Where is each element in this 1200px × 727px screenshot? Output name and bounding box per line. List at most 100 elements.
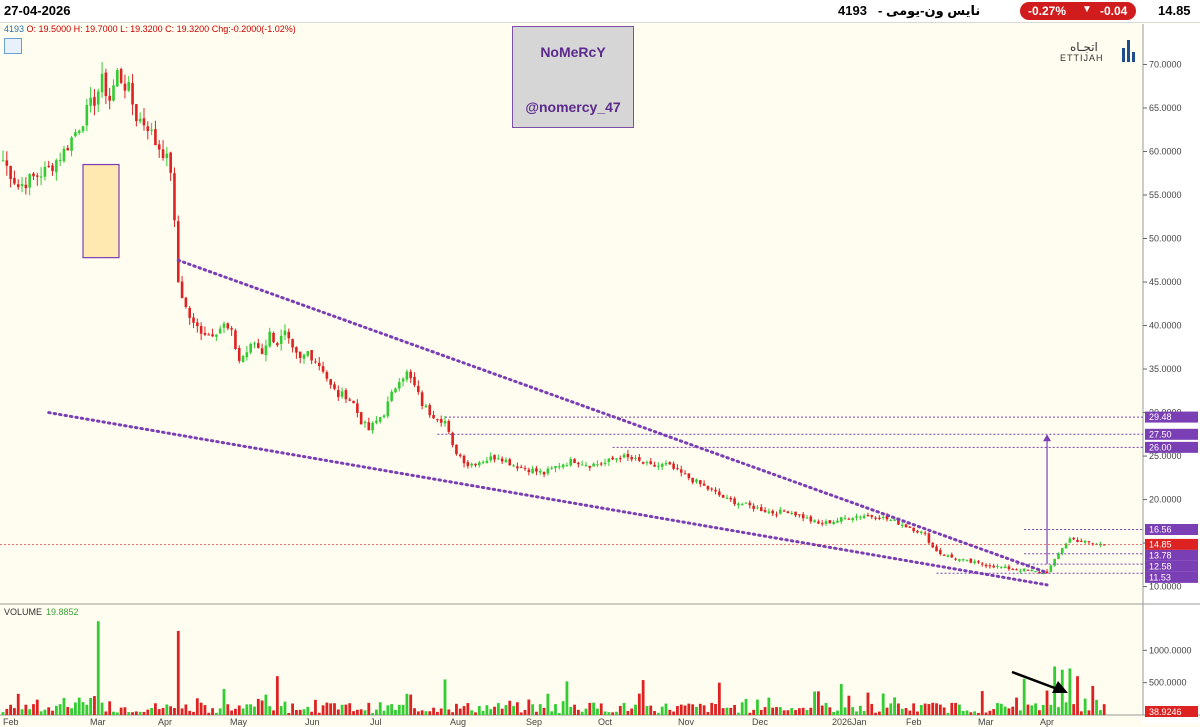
candle-body bbox=[249, 343, 252, 353]
candle-body bbox=[958, 559, 961, 561]
volume-bar bbox=[470, 710, 474, 715]
volume-title: VOLUME bbox=[4, 607, 43, 617]
volume-bar bbox=[729, 707, 733, 715]
volume-bar bbox=[946, 712, 950, 715]
candle-body bbox=[641, 462, 645, 464]
volume-bar bbox=[557, 713, 561, 715]
candle-body bbox=[116, 70, 119, 87]
candle-body bbox=[763, 510, 767, 512]
volume-bar bbox=[416, 711, 420, 715]
volume-bar bbox=[836, 710, 839, 715]
candle-body bbox=[222, 323, 226, 328]
candle-body bbox=[352, 400, 355, 404]
candle-body bbox=[832, 522, 835, 524]
candle-body bbox=[577, 462, 580, 465]
price-label: 26.00 bbox=[1149, 442, 1172, 452]
candle-body bbox=[85, 104, 89, 126]
volume-bar bbox=[668, 709, 672, 715]
chart-settings-icon[interactable] bbox=[4, 38, 22, 54]
change-absolute: -0.04 bbox=[1100, 4, 1128, 18]
candle-body bbox=[527, 469, 531, 473]
ohlc-readout: 4193 O: 19.5000 H: 19.7000 L: 19.3200 C:… bbox=[4, 24, 296, 34]
month-label: Apr bbox=[1040, 717, 1054, 727]
candle-body bbox=[485, 460, 489, 464]
last-price: 14.85 bbox=[1158, 3, 1191, 18]
volume-bar bbox=[43, 709, 47, 715]
candle-body bbox=[569, 459, 573, 466]
candle-body bbox=[1064, 543, 1068, 549]
volume-bar bbox=[710, 702, 714, 715]
volume-bar bbox=[584, 708, 588, 715]
candle-body bbox=[592, 463, 595, 467]
volume-bar bbox=[775, 707, 778, 715]
ettijah-logo: اتجـاه ETTIJAH bbox=[1060, 40, 1144, 64]
logo-arabic: اتجـاه bbox=[1070, 40, 1098, 54]
volume-bar bbox=[653, 711, 656, 715]
candle-body bbox=[363, 421, 367, 424]
volume-bar bbox=[481, 710, 485, 715]
candle-body bbox=[24, 184, 28, 189]
candle-body bbox=[523, 467, 527, 469]
candle-body bbox=[1, 160, 5, 162]
candle-body bbox=[1030, 570, 1034, 572]
candle-body bbox=[710, 488, 714, 490]
volume-bar bbox=[599, 703, 603, 715]
volume-bar bbox=[321, 705, 325, 715]
candle-body bbox=[302, 354, 306, 359]
candle-body bbox=[401, 378, 405, 382]
volume-bar bbox=[569, 706, 573, 715]
volume-bar bbox=[39, 711, 43, 715]
volume-bar bbox=[656, 712, 660, 715]
volume-bar bbox=[1034, 703, 1038, 715]
volume-bar bbox=[969, 712, 973, 715]
volume-bar bbox=[756, 699, 759, 715]
volume-bar bbox=[424, 711, 428, 715]
volume-bar bbox=[462, 706, 466, 715]
candle-body bbox=[218, 328, 222, 334]
candle-body bbox=[748, 502, 752, 506]
candle-body bbox=[786, 511, 790, 514]
candle-body bbox=[390, 391, 393, 401]
candle-body bbox=[119, 69, 123, 83]
candle-body bbox=[965, 559, 969, 561]
volume-bar bbox=[897, 703, 900, 715]
volume-bar bbox=[115, 712, 119, 715]
volume-bar bbox=[622, 702, 626, 715]
candle-body bbox=[596, 464, 599, 466]
price-tick-label: 35.0000 bbox=[1149, 364, 1182, 374]
candle-body bbox=[451, 432, 454, 446]
candle-body bbox=[1038, 572, 1041, 574]
candle-body bbox=[805, 517, 809, 519]
candle-body bbox=[561, 464, 565, 468]
volume-bar bbox=[912, 703, 916, 715]
volume-bar bbox=[641, 680, 645, 715]
candle-body bbox=[946, 555, 950, 557]
volume-bar bbox=[279, 706, 283, 715]
candle-body bbox=[874, 517, 877, 519]
candle-body bbox=[927, 533, 931, 543]
volume-bar bbox=[20, 709, 24, 715]
candle-body bbox=[782, 510, 786, 512]
candle-body bbox=[759, 507, 763, 511]
volume-bar bbox=[268, 706, 272, 715]
candle-body bbox=[923, 532, 927, 534]
candle-body bbox=[394, 388, 397, 393]
volume-bar bbox=[683, 705, 687, 715]
volume-bar bbox=[870, 703, 874, 715]
volume-bar bbox=[908, 710, 912, 715]
candle-body bbox=[1060, 548, 1064, 553]
volume-bar bbox=[1038, 710, 1041, 715]
volume-bar bbox=[695, 706, 698, 715]
volume-bar bbox=[923, 703, 927, 715]
volume-bar bbox=[157, 709, 161, 715]
volume-bar bbox=[134, 711, 138, 715]
candle-body bbox=[356, 403, 359, 414]
candle-body bbox=[9, 165, 12, 180]
volume-bar bbox=[73, 702, 77, 715]
price-label-bg bbox=[1145, 571, 1198, 583]
candle-body bbox=[900, 524, 904, 526]
candle-body bbox=[679, 469, 683, 473]
volume-bar bbox=[889, 703, 893, 715]
candle-body bbox=[980, 563, 984, 565]
